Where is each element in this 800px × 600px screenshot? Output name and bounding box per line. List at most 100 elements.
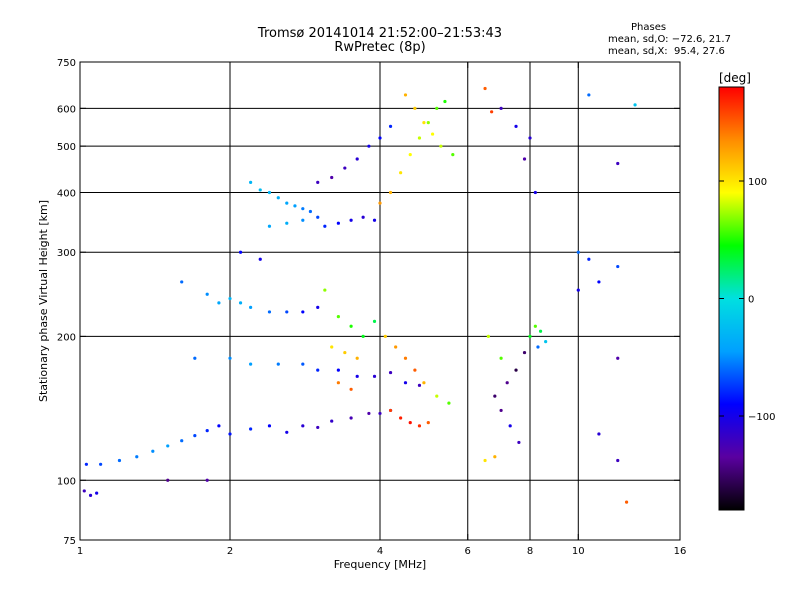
data-point <box>517 441 520 444</box>
data-point <box>259 258 262 261</box>
data-point <box>490 110 493 113</box>
data-point <box>633 103 636 106</box>
data-point <box>616 459 619 462</box>
data-point <box>118 459 121 462</box>
data-point <box>268 191 271 194</box>
data-point <box>316 216 319 219</box>
data-point <box>206 429 209 432</box>
data-point <box>356 357 359 360</box>
data-point <box>217 301 220 304</box>
data-point <box>500 409 503 412</box>
data-point <box>259 188 262 191</box>
data-point <box>268 424 271 427</box>
data-point <box>439 145 442 148</box>
data-point <box>301 424 304 427</box>
data-point <box>350 416 353 419</box>
data-point <box>249 181 252 184</box>
data-point <box>418 424 421 427</box>
data-point <box>418 384 421 387</box>
data-point <box>83 489 86 492</box>
data-point <box>180 439 183 442</box>
data-point <box>323 225 326 228</box>
y-tick-label: 500 <box>57 142 76 153</box>
data-point <box>301 363 304 366</box>
data-point <box>394 345 397 348</box>
y-axis-label: Stationary phase Virtual Height [km] <box>37 200 50 402</box>
y-tick-label: 600 <box>57 104 76 115</box>
data-point <box>373 375 376 378</box>
data-point <box>89 494 92 497</box>
data-point <box>337 369 340 372</box>
data-point <box>539 330 542 333</box>
colorbar: [deg] 100 0 −100 <box>719 71 775 510</box>
colorbar-unit: [deg] <box>719 71 751 85</box>
data-point <box>404 357 407 360</box>
data-point <box>228 432 231 435</box>
data-point <box>487 335 490 338</box>
data-point <box>389 409 392 412</box>
data-point <box>544 340 547 343</box>
data-point <box>95 492 98 495</box>
data-point <box>337 222 340 225</box>
data-point <box>389 371 392 374</box>
data-point <box>483 87 486 90</box>
data-point <box>330 419 333 422</box>
y-tick-label: 100 <box>57 476 76 487</box>
y-tick-label: 300 <box>57 248 76 259</box>
data-point <box>536 345 539 348</box>
data-point <box>493 395 496 398</box>
data-point <box>193 434 196 437</box>
x-axis-label: Frequency [MHz] <box>334 558 426 571</box>
data-point <box>399 171 402 174</box>
data-point <box>367 412 370 415</box>
data-point <box>389 125 392 128</box>
data-point <box>316 369 319 372</box>
data-point <box>514 369 517 372</box>
data-point <box>367 145 370 148</box>
data-point <box>337 381 340 384</box>
x-tick-label: 16 <box>674 546 687 557</box>
data-point <box>239 251 242 254</box>
data-point <box>249 306 252 309</box>
data-point <box>293 204 296 207</box>
data-point <box>268 310 271 313</box>
y-tick-label: 200 <box>57 332 76 343</box>
y-tick-label: 75 <box>63 536 76 547</box>
data-point <box>301 207 304 210</box>
x-tick-label: 1 <box>77 546 83 557</box>
data-point <box>356 157 359 160</box>
data-point <box>500 107 503 110</box>
x-tick-label: 8 <box>527 546 533 557</box>
data-point <box>99 463 102 466</box>
data-point <box>301 219 304 222</box>
data-point <box>285 202 288 205</box>
data-point <box>435 395 438 398</box>
data-point <box>362 335 365 338</box>
data-point <box>337 315 340 318</box>
data-point <box>427 421 430 424</box>
data-point <box>362 216 365 219</box>
data-point <box>500 357 503 360</box>
data-point <box>268 225 271 228</box>
data-point <box>343 166 346 169</box>
data-point <box>285 431 288 434</box>
data-point <box>528 335 531 338</box>
data-point <box>409 153 412 156</box>
x-tick-label: 6 <box>465 546 471 557</box>
data-point <box>323 288 326 291</box>
data-point <box>413 107 416 110</box>
data-point <box>135 455 138 458</box>
data-point <box>625 501 628 504</box>
data-point <box>350 388 353 391</box>
data-point <box>343 351 346 354</box>
data-point <box>378 136 381 139</box>
data-point <box>435 107 438 110</box>
data-point <box>616 162 619 165</box>
data-point <box>151 450 154 453</box>
data-point <box>206 293 209 296</box>
data-point <box>193 357 196 360</box>
x-tick-label: 4 <box>377 546 383 557</box>
data-point <box>378 412 381 415</box>
colorbar-tick-label: −100 <box>748 412 775 423</box>
